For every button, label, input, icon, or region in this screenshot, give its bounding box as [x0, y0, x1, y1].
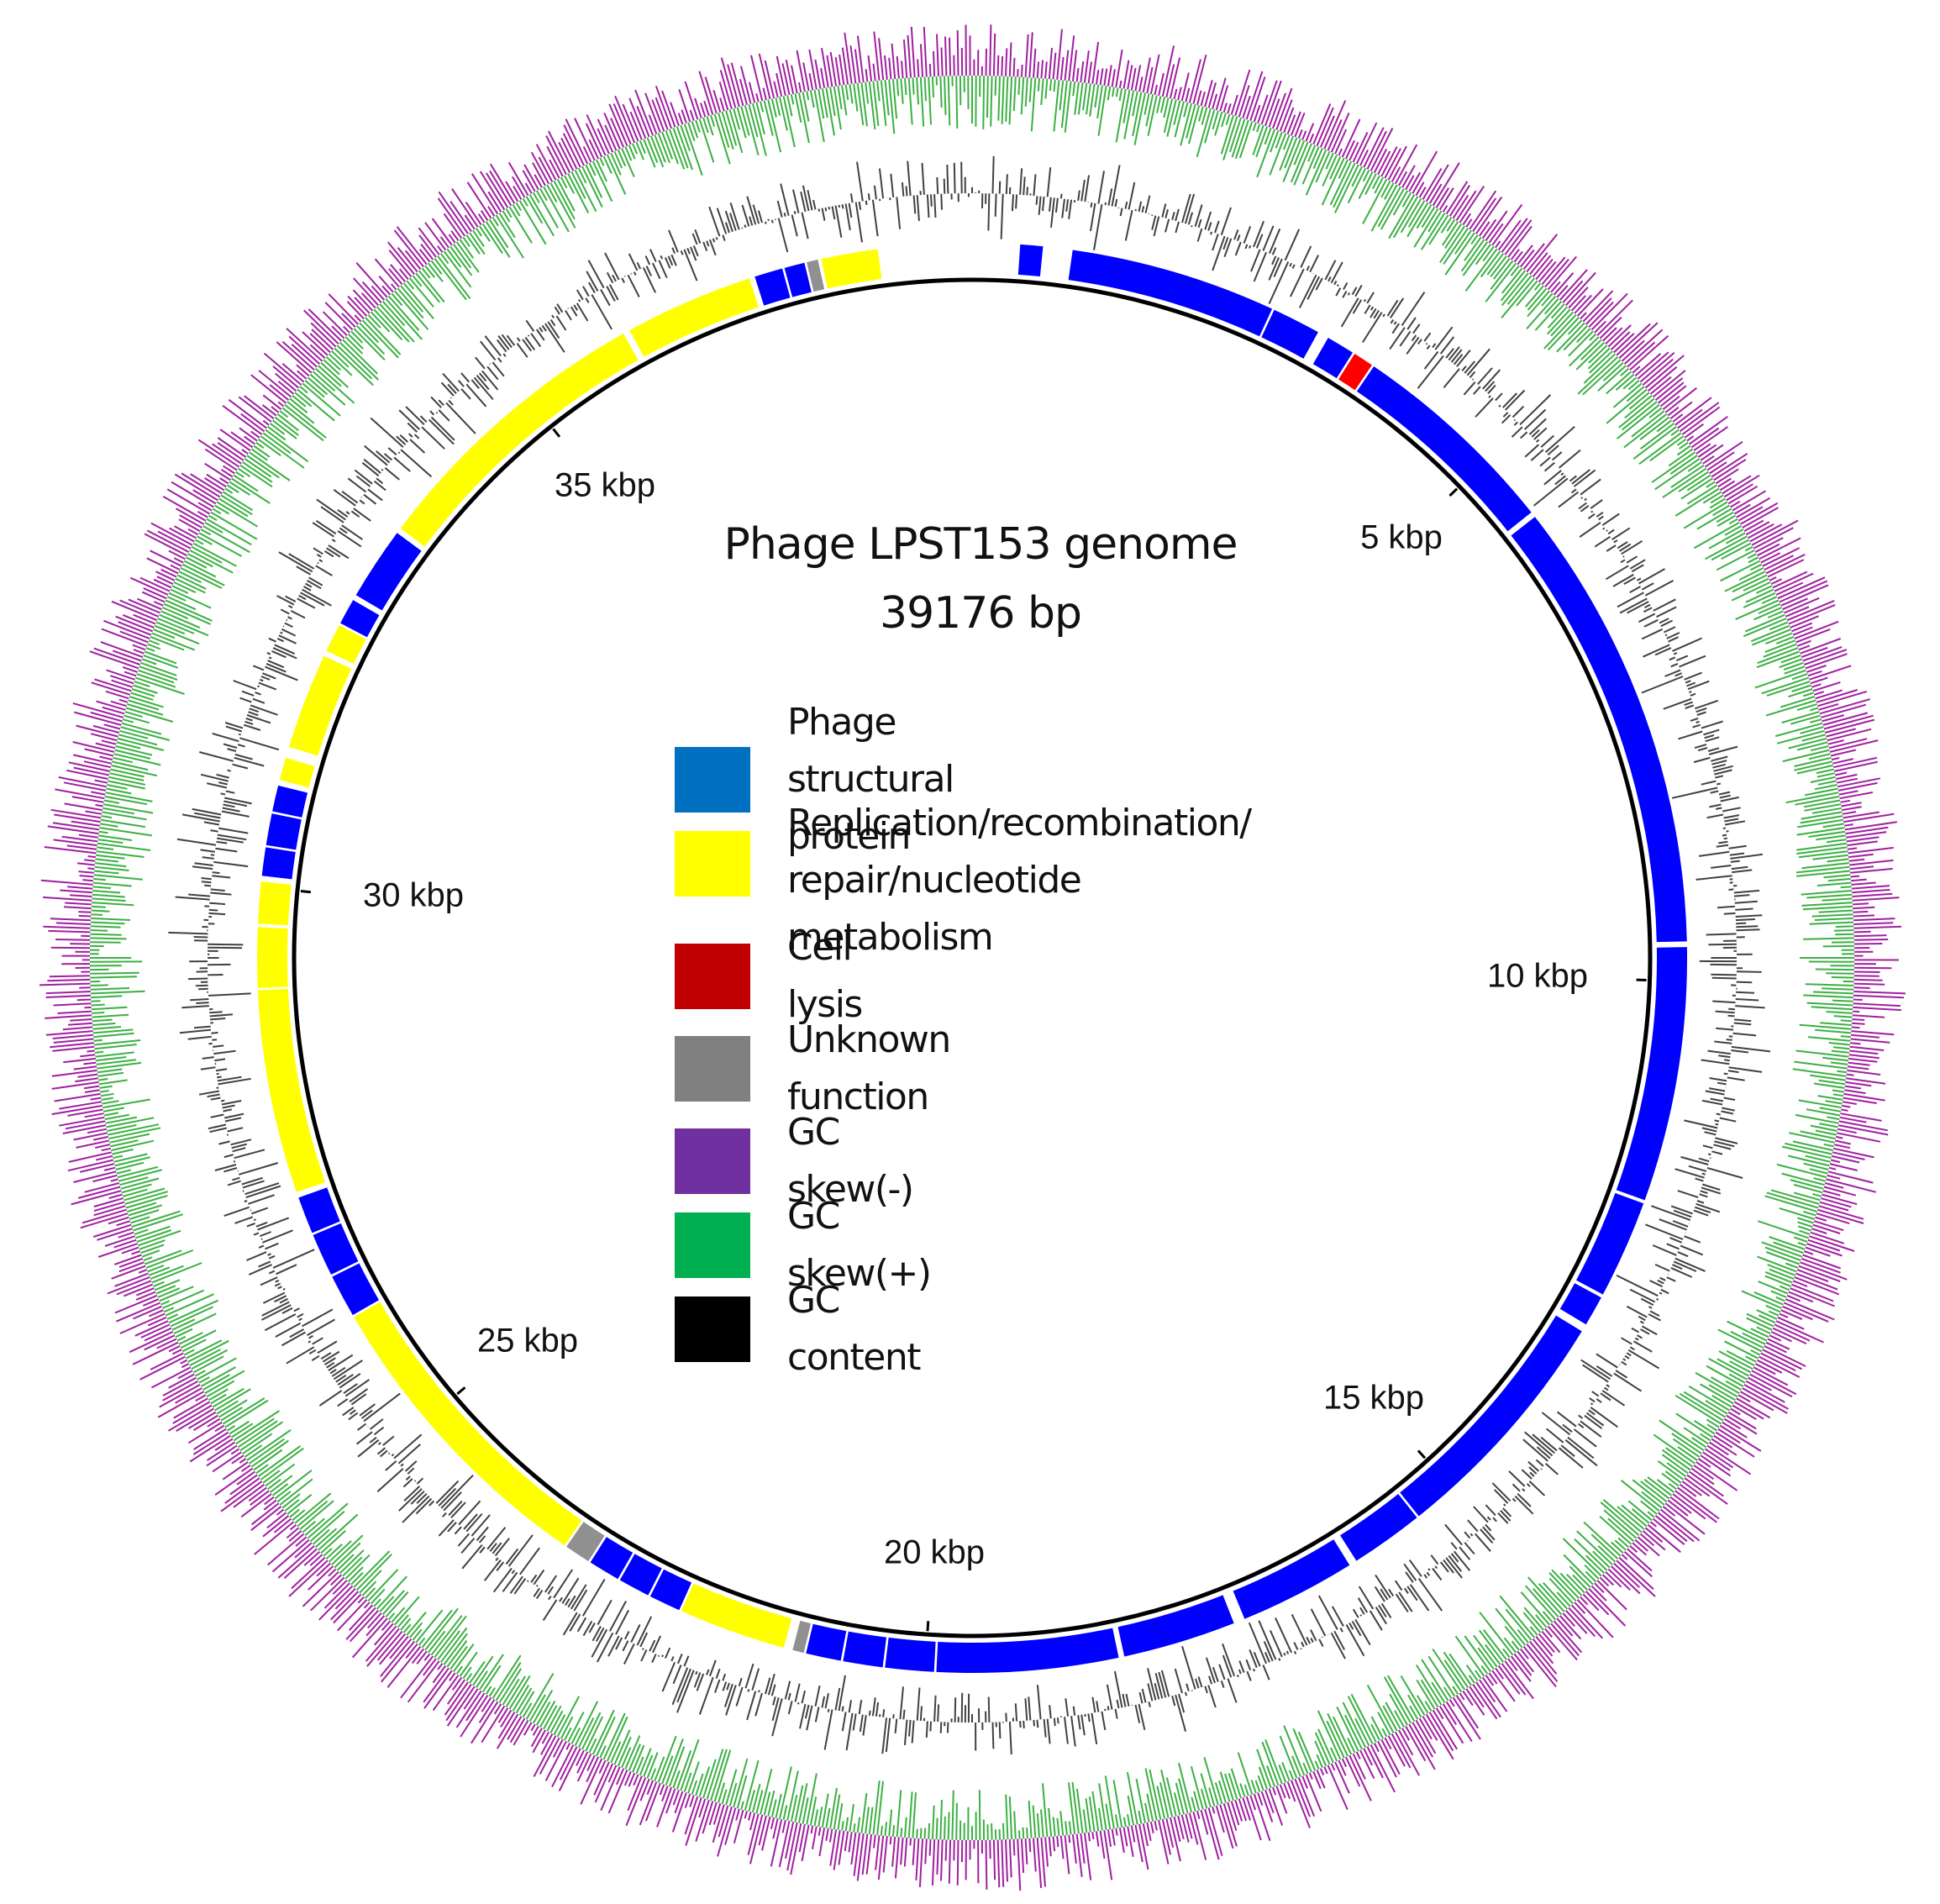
gene-structural [355, 533, 422, 611]
gene-replication [821, 249, 882, 289]
gene-structural [1356, 366, 1532, 532]
gene-structural [1233, 1539, 1350, 1619]
gene-structural [936, 1628, 1119, 1673]
tick-label-10kbp: 10 kbp [1486, 957, 1589, 995]
gene-unknown [807, 260, 825, 292]
legend-label-unknown: Unknown function [787, 1018, 951, 1118]
gene-replication [629, 278, 760, 357]
tick-label-5kbp: 5 kbp [1360, 518, 1443, 556]
legend-swatch-unknown [675, 1036, 750, 1102]
legend-item-gc-skew-neg: GC skew(-) [675, 1104, 914, 1218]
gc-content-track [168, 155, 1771, 1755]
gene-replication [681, 1583, 792, 1648]
gene-replication [279, 757, 315, 788]
legend-swatch-replication [675, 831, 750, 897]
legend-label-lysis: Cell lysis [787, 926, 863, 1026]
gene-replication [400, 334, 639, 547]
gene-lysis [1338, 354, 1372, 391]
genome-length: 39176 bp [880, 588, 1082, 639]
gene-structural [1576, 1192, 1644, 1295]
tick-mark [1448, 487, 1459, 497]
gene-structural [313, 1223, 359, 1275]
gc-content-bars [168, 155, 1771, 1755]
gene-structural [1068, 250, 1273, 337]
gene-structural [619, 1554, 662, 1596]
gene-replication [257, 927, 288, 988]
gene-track [257, 244, 1687, 1673]
gc-skew-negative-bars [39, 24, 1906, 1891]
gene-structural [332, 1263, 380, 1316]
gene-structural [784, 262, 812, 297]
gene-structural [1616, 947, 1687, 1201]
tick-label-25kbp: 25 kbp [476, 1322, 579, 1360]
legend-item-gc-skew-pos: GC skew(+) [675, 1188, 932, 1302]
gene-replication [288, 655, 352, 756]
tick-label-15kbp: 15 kbp [1322, 1379, 1425, 1417]
gc-skew-positive-bars [89, 75, 1855, 1841]
genome-title: Phage LPST153 genome [723, 519, 1238, 570]
gene-unknown [792, 1620, 812, 1654]
legend-swatch-structural [675, 747, 750, 813]
legend-swatch-gc-skew-neg [675, 1128, 750, 1194]
gene-replication [257, 881, 292, 926]
tick-label-30kbp: 30 kbp [362, 876, 465, 914]
gene-structural [1261, 309, 1318, 359]
genome-ruler-circle [292, 277, 1653, 1638]
tick-mark [552, 428, 561, 438]
legend-label-gc-content: GC content [787, 1279, 921, 1379]
legend-label-replication: Replication/recombination/ repair/nucleo… [787, 795, 1252, 966]
gene-structural [340, 600, 380, 638]
legend-label-gc-skew-pos: GC skew(+) [787, 1195, 932, 1295]
gene-structural [754, 268, 791, 306]
gene-structural [1511, 517, 1687, 943]
legend-label-replication-line2: repair/nucleotide metabolism [787, 859, 1082, 959]
tick-label-35kbp: 35 kbp [554, 466, 656, 504]
gene-structural [1400, 1315, 1582, 1517]
gene-structural [885, 1637, 936, 1672]
legend-item-lysis: Cell lysis [675, 919, 863, 1034]
gene-structural [590, 1537, 634, 1580]
legend-item-gc-content: GC content [675, 1272, 921, 1386]
gene-structural [843, 1631, 887, 1668]
gene-structural [266, 813, 302, 850]
legend-label-structural: Phage structural protein [787, 701, 954, 858]
gene-unknown [566, 1522, 605, 1562]
gene-structural [272, 785, 308, 818]
gene-replication [354, 1302, 582, 1546]
gene-structural [1340, 1493, 1417, 1561]
gene-structural [1559, 1283, 1601, 1325]
tick-label-20kbp: 20 kbp [883, 1533, 986, 1571]
legend-item-replication: Replication/recombination/ repair/nucleo… [675, 795, 1252, 966]
gene-structural [649, 1569, 692, 1611]
legend-swatch-gc-content [675, 1297, 750, 1362]
legend-item-structural: Phage structural protein [675, 694, 954, 865]
legend-label-replication-line1: Replication/recombination/ [787, 802, 1252, 844]
legend-swatch-gc-skew-pos [675, 1212, 750, 1278]
legend-item-unknown: Unknown function [675, 1012, 951, 1126]
gene-structural [1117, 1595, 1234, 1657]
gene-structural [1312, 338, 1354, 379]
gene-structural [261, 847, 296, 880]
tick-mark [456, 1386, 466, 1396]
gene-replication [326, 624, 366, 664]
ruler-tick-marks [300, 428, 1647, 1632]
gene-structural [298, 1187, 340, 1233]
legend-swatch-lysis [675, 944, 750, 1009]
gc-skew-track [39, 24, 1906, 1891]
tick-mark [1417, 1449, 1427, 1460]
gene-structural [806, 1623, 847, 1661]
legend-label-gc-skew-neg: GC skew(-) [787, 1111, 914, 1211]
gene-structural [1017, 244, 1044, 277]
gene-replication [257, 988, 326, 1192]
